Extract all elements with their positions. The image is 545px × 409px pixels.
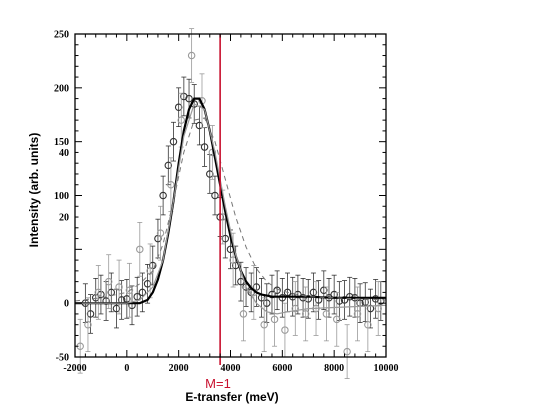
x-tick-label: 10000 [374, 363, 399, 374]
data-point [366, 304, 375, 313]
y-tick-label: 0 [64, 299, 69, 310]
data-point [84, 320, 92, 329]
data-point [187, 51, 196, 60]
data-point [200, 143, 209, 151]
data-point [174, 103, 183, 111]
data-point [177, 116, 186, 124]
data-point [115, 283, 123, 291]
axis-ticks [74, 33, 387, 358]
x-axis-label: E-transfer (meV) [185, 390, 278, 404]
y-axis-label: Intensity (arb. units) [27, 133, 41, 248]
data-point [94, 288, 103, 297]
data-point [364, 320, 372, 329]
data-point [195, 121, 204, 130]
data-point [239, 310, 248, 318]
y-inner-tick-label: 20 [59, 213, 69, 224]
data-point [123, 295, 131, 303]
data-point [159, 191, 167, 200]
data-point [136, 245, 144, 254]
fit-curve-3 [75, 97, 386, 305]
x-tick-label: 6000 [272, 363, 292, 374]
data-point [143, 280, 152, 288]
x-tick-label: 2000 [169, 363, 189, 374]
data-point [291, 304, 300, 313]
y-tick-label: 100 [54, 191, 69, 202]
data-point [281, 326, 289, 334]
data-point [333, 315, 341, 324]
data-point [320, 286, 328, 294]
data-point [104, 277, 113, 286]
data-point [112, 304, 121, 313]
data-point [353, 310, 362, 318]
data-point [206, 170, 214, 178]
data-point [273, 286, 281, 294]
marker-line-label: M=1 [205, 376, 231, 391]
y-tick-label: 150 [54, 137, 69, 148]
data-point [169, 137, 178, 146]
x-tick-label: 8000 [324, 363, 344, 374]
data-point [263, 299, 271, 307]
data-point [138, 288, 147, 297]
y-inner-tick-label: 40 [59, 148, 69, 159]
fit-curve-5 [74, 117, 387, 302]
y-tick-label: 200 [54, 83, 69, 94]
data-point [133, 292, 141, 301]
data-point [270, 315, 279, 324]
plot-area [74, 28, 387, 379]
data-point [309, 288, 318, 297]
data-point [164, 161, 173, 170]
y-tick-label: -50 [56, 353, 69, 364]
data-point [221, 234, 230, 243]
y-tick-labels: 250 200 150 100 0 -50 40 20 [54, 30, 69, 364]
data-point [86, 310, 95, 318]
data-point [301, 310, 310, 318]
x-tick-label: -2000 [63, 363, 86, 374]
data-point [156, 229, 165, 237]
data-point [185, 94, 193, 103]
data-point [260, 320, 268, 329]
data-point [283, 288, 292, 297]
data-point [211, 191, 219, 200]
data-point [322, 310, 331, 318]
x-tick-label: 4000 [221, 363, 241, 374]
x-tick-label: 0 [124, 363, 129, 374]
data-point [125, 286, 134, 294]
data-point [167, 180, 175, 189]
x-tick-labels: -2000 0 2000 4000 6000 8000 10000 [63, 363, 398, 374]
y-tick-label: 250 [54, 30, 69, 41]
data-point [343, 347, 351, 356]
